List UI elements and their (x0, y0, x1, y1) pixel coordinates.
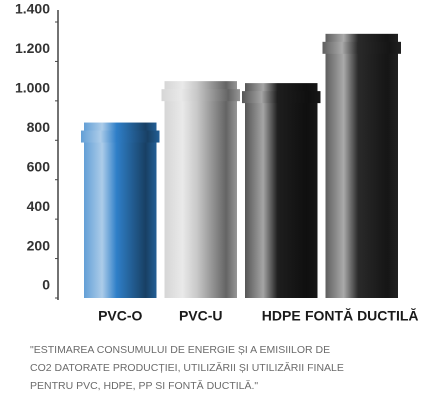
x-tick-label: PVC-U (179, 308, 223, 324)
caption-line: "ESTIMAREA CONSUMULUI DE ENERGIE ȘI A EM… (30, 344, 330, 356)
bar (164, 81, 237, 299)
y-tick-label: 200 (27, 237, 51, 253)
bar (84, 122, 157, 299)
y-tick-label: 1.400 (15, 1, 50, 17)
bar-flange (81, 130, 160, 143)
x-tick-label: HDPE (262, 308, 301, 324)
y-tick-label: 800 (27, 119, 51, 135)
x-tick-label: PVC-O (98, 308, 142, 324)
y-tick-label: 1.200 (15, 40, 50, 56)
y-tick-label: 1.000 (15, 80, 50, 96)
y-tick-label: 400 (27, 198, 51, 214)
bar (245, 83, 318, 298)
bar (325, 33, 398, 298)
y-tick-label: 0 (42, 277, 50, 293)
caption-line: CO2 DATORATE PRODUCȚIEI, UTILIZĂRII ȘI U… (30, 361, 344, 374)
bar-flange (322, 41, 401, 54)
x-tick-label: FONTĂ DUCTILĂ (305, 308, 419, 324)
bar-flange (161, 89, 240, 102)
caption-line: PENTRU PVC, HDPE, PP SI FONTĂ DUCTILĂ." (30, 379, 258, 392)
y-tick-label: 600 (27, 158, 51, 174)
bar-flange (242, 91, 321, 104)
